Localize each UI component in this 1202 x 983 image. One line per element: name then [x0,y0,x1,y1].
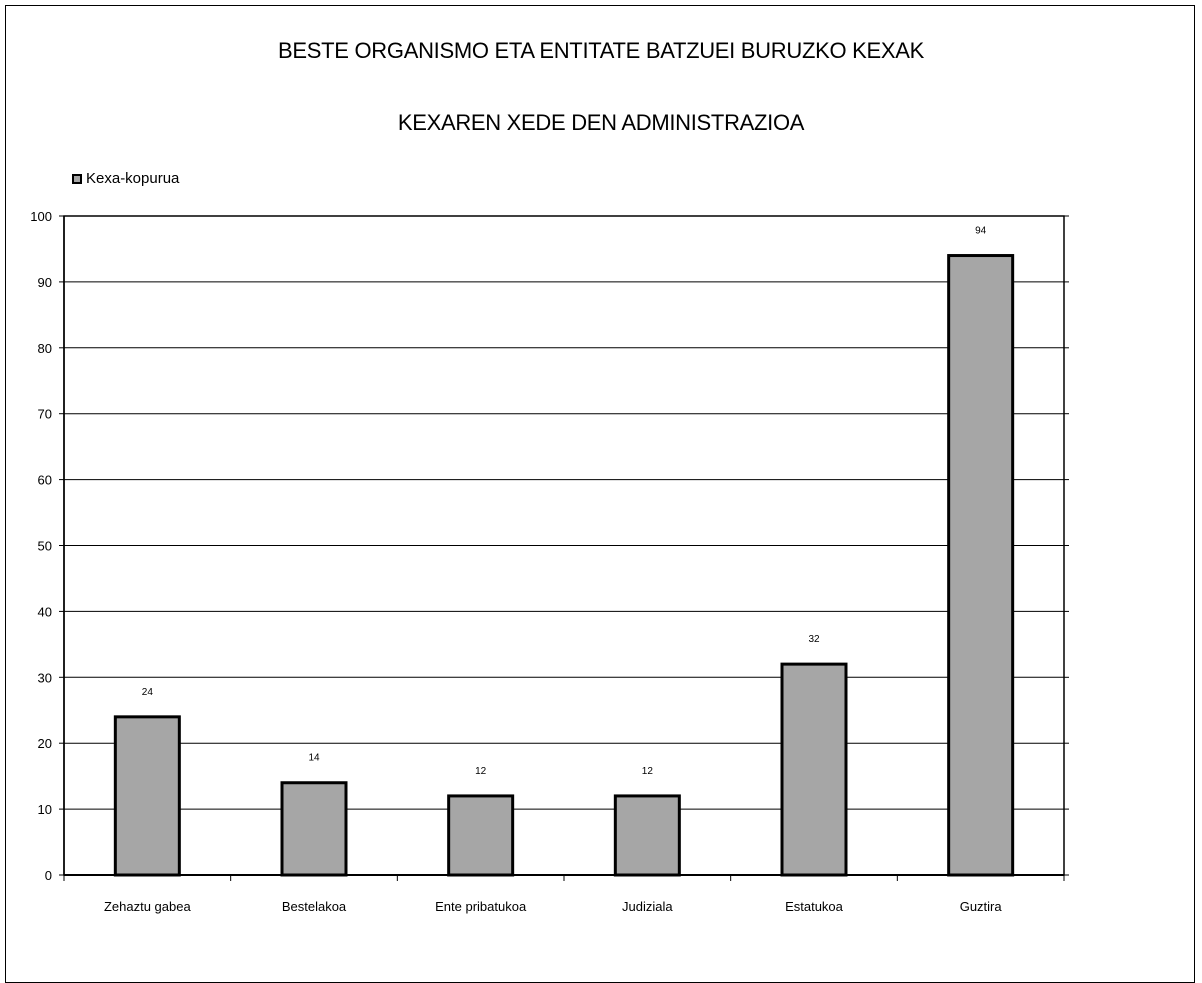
y-tick-label: 60 [38,473,52,488]
x-tick-label: Guztira [960,899,1003,914]
y-tick-label: 100 [30,209,52,224]
x-tick-label: Ente pribatukoa [435,899,527,914]
y-tick-label: 30 [38,670,52,685]
y-tick-label: 50 [38,539,52,554]
legend-swatch [72,173,82,184]
y-tick-label: 0 [45,868,52,883]
chart-subtitle: KEXAREN XEDE DEN ADMINISTRAZIOA [397,110,805,135]
legend: Kexa-kopurua [72,170,179,187]
x-tick-label: Bestelakoa [282,899,347,914]
x-tick-label: Estatukoa [785,899,844,914]
y-tick-label: 20 [38,736,52,751]
bar [780,662,848,877]
data-label: 94 [975,226,987,237]
y-tick-label: 10 [38,802,52,817]
chart-title: BESTE ORGANISMO ETA ENTITATE BATZUEI BUR… [278,38,924,63]
legend-label: Kexa-kopurua [86,170,180,187]
y-tick-label: 90 [38,275,52,290]
bar [947,254,1015,877]
x-tick-label: Judiziala [622,899,673,914]
data-label: 14 [308,753,320,764]
data-label: 12 [475,766,487,777]
y-tick-label: 70 [38,407,52,422]
y-tick-label: 40 [38,604,52,619]
bar [613,794,681,877]
y-tick-label: 80 [38,341,52,356]
bar [447,794,515,877]
bar [280,781,348,877]
data-label: 32 [808,634,820,645]
x-tick-label: Zehaztu gabea [104,899,192,914]
data-label: 24 [142,687,154,698]
bar [113,715,181,877]
data-label: 12 [642,766,654,777]
